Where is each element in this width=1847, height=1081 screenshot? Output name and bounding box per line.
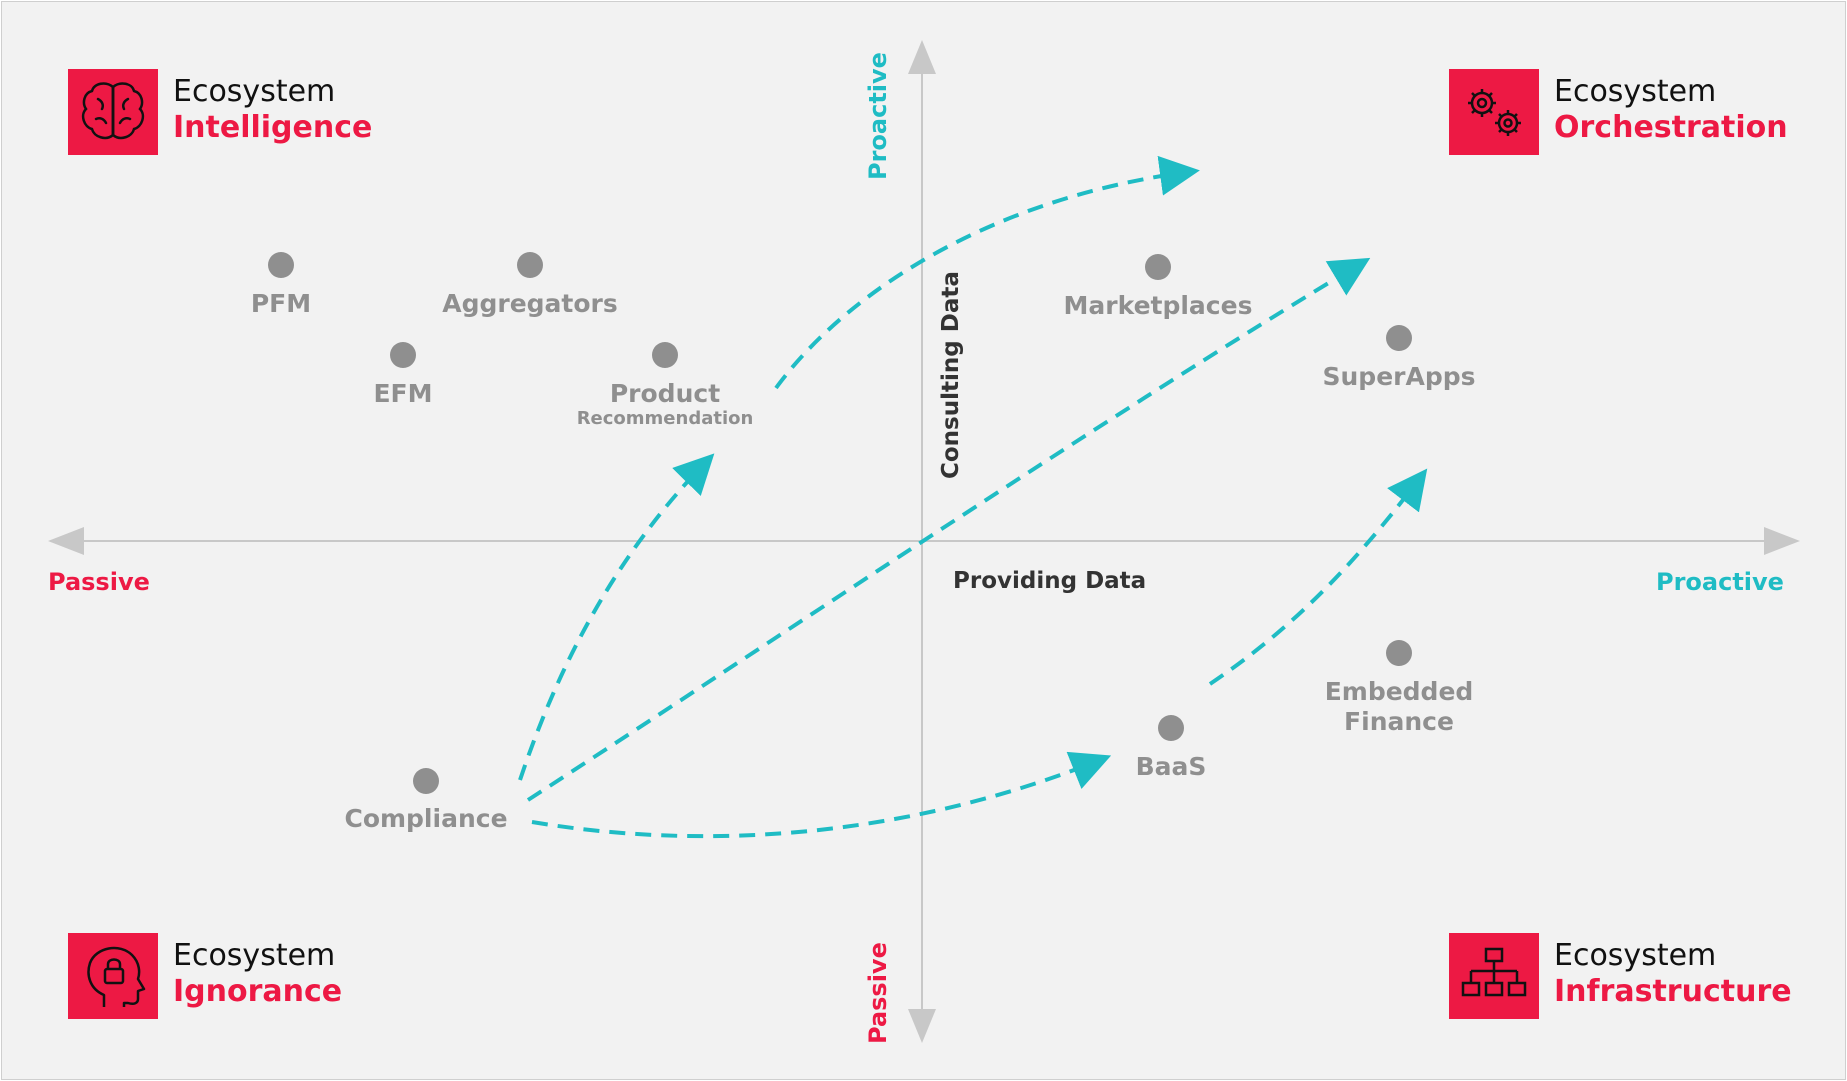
point-dot-aggregators: [517, 252, 543, 278]
quadrant-title-infrastructure: Ecosystem Infrastructure: [1554, 938, 1792, 1010]
y-axis-bottom-arrow: [908, 1009, 936, 1043]
quadrant-title-line2: Orchestration: [1554, 110, 1788, 145]
head-lock-icon: [68, 933, 158, 1019]
y-axis-top-label: Proactive: [864, 52, 892, 180]
arrow-compliance-to-product: [518, 453, 715, 781]
point-label-finance: Finance: [1344, 707, 1454, 736]
point-label-efm: EFM: [373, 379, 433, 408]
point-label-product: Product: [609, 379, 721, 408]
point-dot-product: [652, 342, 678, 368]
brain-icon: [68, 69, 158, 155]
arrow-product-to-orchestration: [774, 155, 1200, 390]
point-dot-baas: [1158, 715, 1184, 741]
point-dot-marketplaces: [1145, 254, 1171, 280]
quadrant-title-orchestration: Ecosystem Orchestration: [1554, 74, 1788, 146]
hierarchy-icon: [1449, 933, 1539, 1019]
x-axis-left-label: Passive: [48, 568, 150, 596]
y-axis-name: Consulting Data: [938, 271, 964, 479]
point-dot-compliance: [413, 768, 439, 794]
point-label-marketplaces: Marketplaces: [1063, 291, 1253, 320]
gears-icon: [1449, 69, 1539, 155]
arrow-baas-to-embedded: [1208, 468, 1428, 686]
quadrant-title-line2: Intelligence: [173, 110, 373, 145]
y-axis-bottom-label: Passive: [864, 942, 892, 1044]
point-label-aggregators: Aggregators: [442, 289, 618, 318]
point-label-embedded: Embedded: [1324, 677, 1474, 706]
quadrant-title-line2: Ignorance: [173, 974, 343, 1009]
point-label-baas: BaaS: [1135, 752, 1207, 781]
x-axis-right-label: Proactive: [1656, 568, 1784, 596]
quadrant-title-line1: Ecosystem: [173, 74, 336, 109]
quadrant-title-line1: Ecosystem: [1554, 938, 1717, 973]
point-dot-superapps: [1386, 325, 1412, 351]
x-axis-name: Providing Data: [953, 568, 1147, 594]
point-label-pfm: PFM: [250, 289, 312, 318]
arrow-compliance-to-baas: [531, 751, 1112, 839]
quadrant-title-line2: Infrastructure: [1554, 974, 1792, 1009]
point-label-superapps: SuperApps: [1322, 362, 1476, 391]
point-sublabel-recommendation: Recommendation: [576, 408, 754, 429]
point-dot-pfm: [268, 252, 294, 278]
x-axis-right-arrow: [1764, 527, 1800, 555]
quadrant-title-ignorance: Ecosystem Ignorance: [173, 938, 342, 1010]
quadrant-title-intelligence: Ecosystem Intelligence: [173, 74, 372, 146]
x-axis-left-arrow: [48, 527, 84, 555]
point-dot-efm: [390, 342, 416, 368]
quadrant-title-line1: Ecosystem: [173, 938, 336, 973]
point-label-compliance: Compliance: [344, 804, 508, 833]
point-dot-embedded: [1386, 640, 1412, 666]
quadrant-title-line1: Ecosystem: [1554, 74, 1717, 109]
y-axis-top-arrow: [908, 40, 936, 74]
